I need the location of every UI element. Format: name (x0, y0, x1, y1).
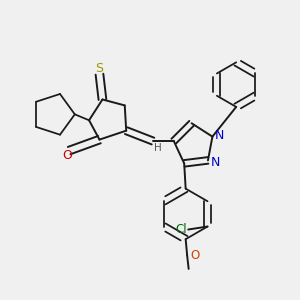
Text: O: O (190, 249, 199, 262)
Text: H: H (154, 142, 162, 153)
Text: N: N (211, 156, 220, 169)
Text: O: O (62, 149, 72, 162)
Text: N: N (215, 129, 224, 142)
Text: S: S (95, 62, 104, 75)
Text: Cl: Cl (175, 223, 187, 236)
